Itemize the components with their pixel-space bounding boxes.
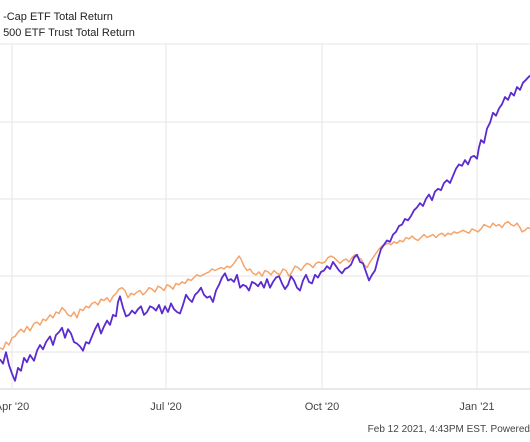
x-tick-label: Jul '20 [150,401,181,413]
legend-item-purple-series[interactable]: -Cap ETF Total Return [0,10,113,24]
x-axis-ticks: Apr '20 Jul '20 Oct '20 Jan '21 [0,401,495,413]
legend-item-orange-series[interactable]: 500 ETF Trust Total Return [0,26,135,40]
series-line-purple [0,74,530,382]
series-line-orange [0,220,530,351]
series-lines [0,74,530,382]
legend-label: -Cap ETF Total Return [3,11,113,23]
x-tick-label: Apr '20 [0,401,29,413]
x-tick-label: Jan '21 [459,401,494,413]
x-tick-label: Oct '20 [305,401,340,413]
grid [0,43,530,390]
footer-timestamp: Feb 12 2021, 4:43PM EST. Powered [367,424,530,435]
legend-label: 500 ETF Trust Total Return [3,27,135,39]
